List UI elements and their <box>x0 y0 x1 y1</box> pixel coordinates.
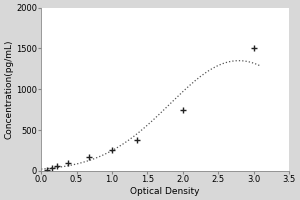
X-axis label: Optical Density: Optical Density <box>130 187 200 196</box>
Y-axis label: Concentration(pg/mL): Concentration(pg/mL) <box>4 40 13 139</box>
